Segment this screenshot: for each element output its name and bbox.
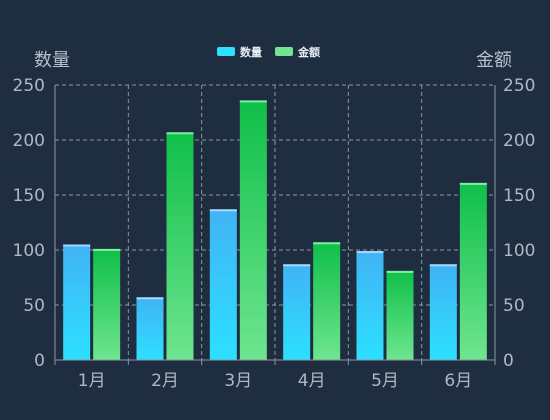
bar-amount[interactable] xyxy=(459,182,487,360)
x-tick-label: 4月 xyxy=(298,371,326,391)
bar-amount[interactable] xyxy=(93,248,121,360)
legend[interactable]: 数量 金额 xyxy=(217,45,320,59)
bar-top-highlight xyxy=(93,248,121,251)
legend-swatch xyxy=(217,47,235,56)
bar-quantity[interactable] xyxy=(209,209,237,360)
y-left-tick-label: 0 xyxy=(34,351,45,371)
legend-label: 数量 xyxy=(240,45,262,59)
legend-item[interactable]: 金额 xyxy=(275,45,320,59)
grid xyxy=(55,84,495,360)
bar-quantity[interactable] xyxy=(63,244,91,361)
x-tick-label: 5月 xyxy=(371,371,399,391)
bar-top-highlight xyxy=(239,100,267,103)
bar-quantity[interactable] xyxy=(283,264,311,360)
y-axis-left-label: 数量 xyxy=(34,50,70,71)
y-left-tick-label: 50 xyxy=(23,296,45,316)
axes: 0 50 100 150 200 250 0 50 100 150 200 250 1月 2月 3月 4月 5月… xyxy=(13,76,536,391)
bar-top-highlight xyxy=(209,209,237,212)
y-left-tick-label: 100 xyxy=(13,241,45,261)
y-right-tick-label: 200 xyxy=(503,131,535,151)
y-axis-right-label: 金额 xyxy=(476,50,512,71)
x-tick-label: 6月 xyxy=(444,371,472,391)
y-right-tick-label: 50 xyxy=(503,296,525,316)
bar-top-highlight xyxy=(356,251,384,254)
y-right-tick-label: 0 xyxy=(503,351,514,371)
y-right-tick-label: 150 xyxy=(503,186,535,206)
bar-top-highlight xyxy=(63,244,91,247)
bar-top-highlight xyxy=(283,264,311,267)
bar-top-highlight xyxy=(166,132,194,135)
bar-top-highlight xyxy=(386,270,414,273)
legend-swatch xyxy=(275,47,293,56)
bar-quantity[interactable] xyxy=(356,251,384,360)
x-tick-label: 2月 xyxy=(151,371,179,391)
y-left-tick-label: 250 xyxy=(13,76,45,96)
bar-amount[interactable] xyxy=(166,132,194,360)
y-right-tick-label: 250 xyxy=(503,76,535,96)
x-tick-label: 3月 xyxy=(224,371,252,391)
x-tick-label: 1月 xyxy=(78,371,106,391)
legend-label: 金额 xyxy=(297,45,320,59)
bar-amount[interactable] xyxy=(239,100,267,361)
bar-top-highlight xyxy=(429,264,457,267)
bar-quantity[interactable] xyxy=(429,264,457,360)
y-left-tick-label: 150 xyxy=(13,186,45,206)
bars xyxy=(63,100,487,361)
y-right-tick-label: 100 xyxy=(503,241,535,261)
legend-item[interactable]: 数量 xyxy=(217,45,262,59)
y-left-tick-label: 200 xyxy=(13,131,45,151)
bar-top-highlight xyxy=(136,297,164,300)
bar-top-highlight xyxy=(313,242,341,245)
bar-quantity[interactable] xyxy=(136,297,164,360)
bar-amount[interactable] xyxy=(386,270,414,360)
bar-amount[interactable] xyxy=(313,242,341,360)
bar-top-highlight xyxy=(459,182,487,185)
